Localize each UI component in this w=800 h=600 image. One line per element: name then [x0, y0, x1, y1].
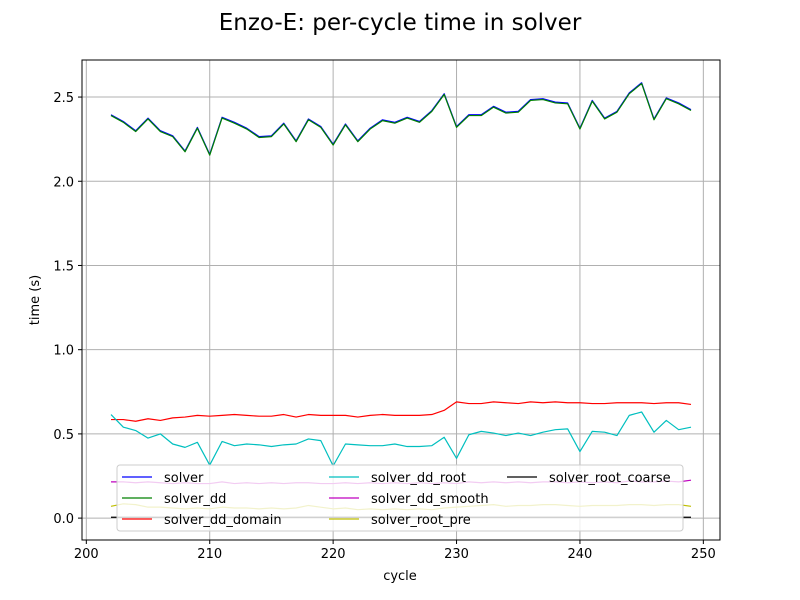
y-tick-label: 2.0 [53, 175, 74, 190]
x-tick-label: 200 [74, 547, 99, 562]
y-axis-label: time (s) [28, 275, 43, 325]
x-tick-label: 210 [197, 547, 222, 562]
chart-title: Enzo-E: per-cycle time in solver [219, 10, 582, 36]
x-tick-label: 250 [691, 547, 716, 562]
legend-label: solver_dd_domain [164, 513, 282, 528]
axis-ticks: 200 210 220 230 240 250 0.0 0.5 1.0 1.5 2.0 2.5 [53, 91, 715, 562]
x-tick-label: 230 [444, 547, 469, 562]
legend-label: solver_root_coarse [549, 471, 671, 486]
plot-frame [81, 59, 721, 541]
y-tick-label: 2.5 [53, 91, 74, 106]
x-axis-label: cycle [383, 569, 417, 584]
y-tick-label: 0.5 [53, 428, 74, 443]
x-tick-label: 220 [321, 547, 346, 562]
legend-label: solver_dd_root [371, 471, 466, 486]
y-tick-label: 0.0 [53, 512, 74, 527]
y-tick-label: 1.0 [53, 344, 74, 359]
legend-label: solver_dd [164, 492, 226, 507]
series-line-solver-dd [110, 82, 692, 156]
series-line-solver-dd-domain [111, 401, 692, 422]
y-tick-label: 1.5 [53, 259, 74, 274]
series-lines [110, 82, 692, 518]
legend: solver solver_dd solver_dd_domain solver_dd… [116, 464, 684, 532]
series-line-solver-dd-root [110, 411, 692, 467]
legend-label: solver_dd_smooth [371, 492, 489, 507]
legend-label: solver [164, 471, 204, 486]
x-tick-label: 240 [568, 547, 593, 562]
legend-box [116, 464, 684, 532]
legend-label: solver_root_pre [371, 513, 471, 528]
